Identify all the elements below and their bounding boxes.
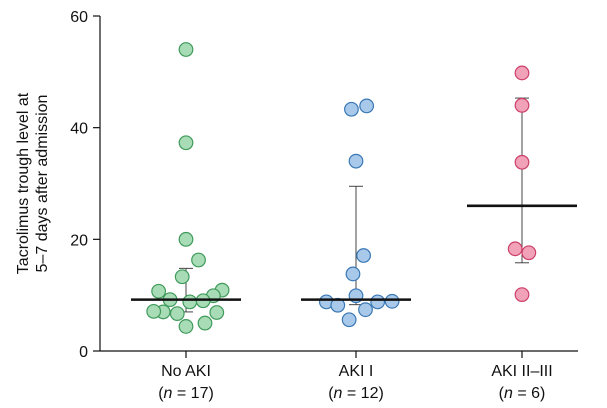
data-point [182,294,198,310]
data-point [370,294,386,310]
y-tick-label: 0 [79,344,88,361]
y-tick-label: 40 [70,121,88,138]
n-prefix: ( [158,385,164,402]
data-point [514,97,530,113]
group-aki-ii-iii [467,65,577,303]
data-point [146,303,162,319]
data-point [514,65,530,81]
plot-area [131,42,577,334]
n-variable: n [504,385,513,402]
y-tick-label: 20 [70,232,88,249]
data-point [514,154,530,170]
y-axis: 0 20 40 60 [70,9,101,361]
y-tick-label: 60 [70,9,88,26]
data-point [521,245,537,261]
x-axis: No AKI(n = 17)AKI I(n = 12)AKI II–III(n … [100,350,578,402]
n-variable: n [334,385,343,402]
category-n-label: (n = 12) [328,385,384,402]
group-no-aki [131,42,241,334]
n-prefix: ( [499,385,505,402]
n-suffix: = 6) [513,385,545,402]
data-point [197,315,213,331]
data-point [344,101,359,117]
data-point [384,293,400,309]
n-variable: n [164,385,173,402]
y-axis-title-line: Tacrolimus trough level at [15,92,32,274]
category-n-label: (n = 6) [499,385,546,402]
category-label: AKI I [339,363,374,380]
data-point [356,248,372,263]
category-label: No AKI [161,363,211,380]
category-label: AKI II–III [491,363,552,380]
data-point [178,135,194,151]
n-suffix: = 12) [342,385,383,402]
data-point [348,153,364,169]
data-point [358,302,373,318]
group-aki-i [301,98,411,328]
y-axis-title-line: 5–7 days after admission [34,95,51,273]
data-point [345,266,361,282]
data-point [514,287,530,303]
data-point [209,305,225,320]
data-point [178,231,194,247]
data-point [174,269,190,285]
data-point [191,252,206,268]
data-point [169,306,185,321]
n-suffix: = 17) [172,385,213,402]
category-n-label: (n = 17) [158,385,214,402]
data-point [178,42,194,57]
y-axis-title: Tacrolimus trough level at 5–7 days after… [15,92,51,274]
data-point [359,98,375,114]
n-prefix: ( [328,385,334,402]
y-axis-label: Tacrolimus trough level at 5–7 days after… [15,92,51,274]
data-point [341,312,357,328]
data-point [151,283,167,299]
data-point [507,241,523,257]
data-point [178,319,194,334]
